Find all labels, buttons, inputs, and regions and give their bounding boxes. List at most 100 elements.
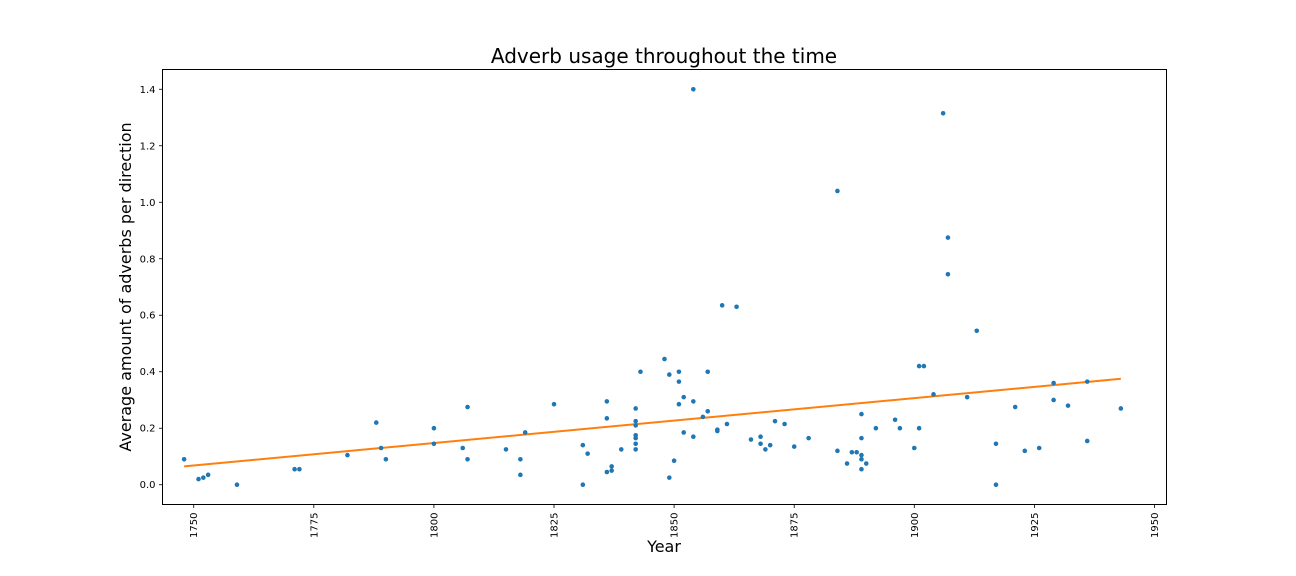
scatter-point: [580, 482, 586, 488]
scatter-point: [715, 427, 720, 432]
scatter-point: [431, 425, 437, 431]
scatter-point: [667, 372, 672, 377]
x-tick-label: 1850: [670, 513, 681, 538]
scatter-point: [1065, 403, 1071, 408]
scatter-point: [633, 406, 638, 411]
scatter-point: [863, 461, 869, 466]
scatter-point: [974, 328, 980, 334]
scatter-point: [503, 447, 509, 452]
scatter-point: [772, 418, 778, 424]
scatter-point: [1051, 397, 1056, 403]
scatter-point: [835, 188, 840, 194]
scatter-point: [585, 451, 590, 456]
scatter-point: [719, 303, 725, 308]
scatter-point: [1022, 448, 1028, 454]
scatter-point: [234, 482, 240, 488]
scatter-point: [1084, 438, 1090, 444]
y-tick-label: 0.4: [140, 367, 156, 378]
scatter-point: [945, 235, 951, 240]
scatter-point: [705, 408, 711, 414]
scatter-point: [1012, 404, 1018, 410]
scatter-point: [993, 482, 999, 488]
scatter-point: [758, 441, 763, 447]
x-tick-label: 1750: [189, 513, 200, 538]
scatter-point: [604, 469, 610, 475]
scatter-point: [758, 434, 763, 440]
scatter-point: [859, 466, 864, 472]
scatter-point: [931, 392, 936, 397]
y-tick-label: 1.4: [140, 85, 156, 96]
scatter-point: [897, 425, 903, 431]
scatter-point: [859, 457, 864, 462]
scatter-point: [700, 414, 706, 420]
scatter-point: [609, 468, 614, 473]
x-tick-label: 1875: [790, 513, 801, 538]
x-tick-label: 1800: [429, 513, 440, 538]
scatter-point: [373, 420, 379, 425]
scatter-point: [1036, 445, 1042, 451]
scatter-points: [181, 86, 1124, 488]
scatter-point: [460, 445, 466, 451]
scatter-point: [849, 449, 855, 455]
scatter-point: [378, 445, 384, 451]
chart-title: Adverb usage throughout the time: [491, 44, 837, 68]
scatter-point: [676, 369, 682, 375]
y-tick-label: 0.6: [140, 311, 156, 322]
scatter-point: [748, 437, 754, 442]
scatter-point: [681, 430, 687, 435]
scatter-point: [205, 472, 211, 478]
scatter-point: [873, 425, 879, 431]
scatter-point: [633, 447, 638, 452]
scatter-point: [763, 447, 768, 452]
scatter-point: [859, 435, 864, 441]
scatter-point: [609, 464, 614, 469]
scatter-point: [181, 457, 187, 462]
y-axis: 0.0 0.2 0.4 0.6 0.8 1.0 1.2 1.4: [140, 85, 163, 491]
x-tick-label: 1900: [910, 513, 921, 538]
scatter-point: [196, 476, 201, 482]
scatter-point: [767, 442, 773, 448]
x-tick-label: 1950: [1150, 513, 1161, 538]
x-tick-label: 1775: [309, 513, 320, 538]
scatter-point: [691, 434, 696, 440]
y-tick-label: 0.0: [140, 480, 156, 491]
scatter-point: [518, 472, 523, 478]
scatter-point: [431, 441, 437, 447]
scatter-point: [791, 444, 797, 449]
scatter-point: [201, 475, 206, 480]
scatter-point: [618, 447, 624, 452]
scatter-point: [465, 457, 470, 462]
scatter-point: [854, 449, 859, 455]
scatter-point: [676, 401, 682, 407]
scatter-point: [859, 411, 864, 417]
scatter-point: [465, 404, 470, 410]
scatter-point: [676, 379, 682, 384]
trend-line: [184, 377, 1121, 468]
scatter-point: [292, 466, 297, 472]
scatter-point: [734, 304, 739, 310]
trend-layer: [184, 377, 1121, 468]
scatter-point: [522, 430, 528, 435]
scatter-point: [667, 475, 672, 480]
scatter-point: [859, 452, 864, 458]
y-axis-label: Average amount of adverbs per direction: [116, 122, 135, 451]
x-axis-label: Year: [646, 537, 681, 556]
y-tick-label: 1.2: [140, 141, 156, 152]
scatter-point: [551, 401, 557, 407]
scatter-point: [993, 441, 999, 447]
x-tick-label: 1925: [1030, 513, 1041, 538]
scatter-point: [604, 399, 610, 404]
plot-frame: [162, 69, 1167, 505]
y-tick-label: 0.2: [140, 424, 156, 435]
scatter-point: [940, 110, 946, 116]
x-axis: 1750 1775 1800 1825 1850 1875 1900 1925 1950: [189, 504, 1161, 538]
scatter-point: [633, 418, 638, 424]
scatter-point: [633, 441, 638, 447]
scatter-point: [671, 458, 677, 464]
scatter-point: [633, 435, 638, 441]
scatter-point: [604, 416, 610, 421]
y-tick-label: 0.8: [140, 254, 156, 265]
scatter-point: [945, 271, 951, 277]
scatter-point: [844, 461, 850, 466]
